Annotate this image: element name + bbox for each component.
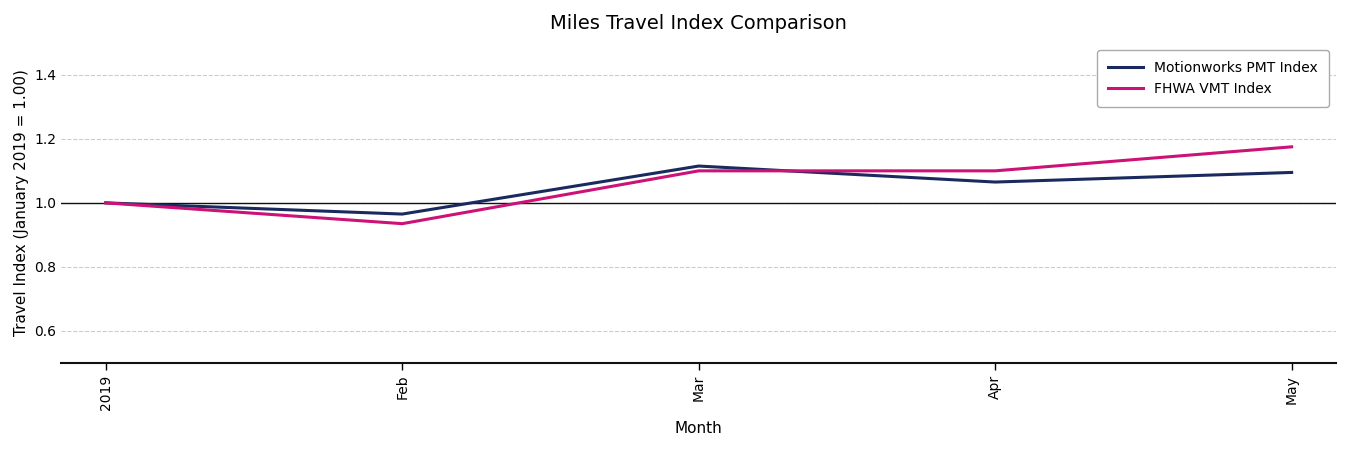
Line: Motionworks PMT Index: Motionworks PMT Index: [105, 166, 1292, 214]
FHWA VMT Index: [394, 221, 410, 226]
FHWA VMT Index: [691, 168, 707, 174]
Legend: Motionworks PMT Index, FHWA VMT Index: Motionworks PMT Index, FHWA VMT Index: [1098, 50, 1330, 107]
FHWA VMT Index: [1284, 144, 1300, 149]
Title: Miles Travel Index Comparison: Miles Travel Index Comparison: [551, 14, 848, 33]
Motionworks PMT Index: [97, 200, 113, 206]
X-axis label: Month: Month: [675, 421, 722, 436]
Motionworks PMT Index: [394, 212, 410, 217]
Y-axis label: Travel Index (January 2019 = 1.00): Travel Index (January 2019 = 1.00): [14, 69, 28, 336]
Motionworks PMT Index: [1284, 170, 1300, 175]
Line: FHWA VMT Index: FHWA VMT Index: [105, 147, 1292, 224]
FHWA VMT Index: [987, 168, 1003, 174]
FHWA VMT Index: [97, 200, 113, 206]
Motionworks PMT Index: [987, 180, 1003, 185]
Motionworks PMT Index: [691, 163, 707, 169]
